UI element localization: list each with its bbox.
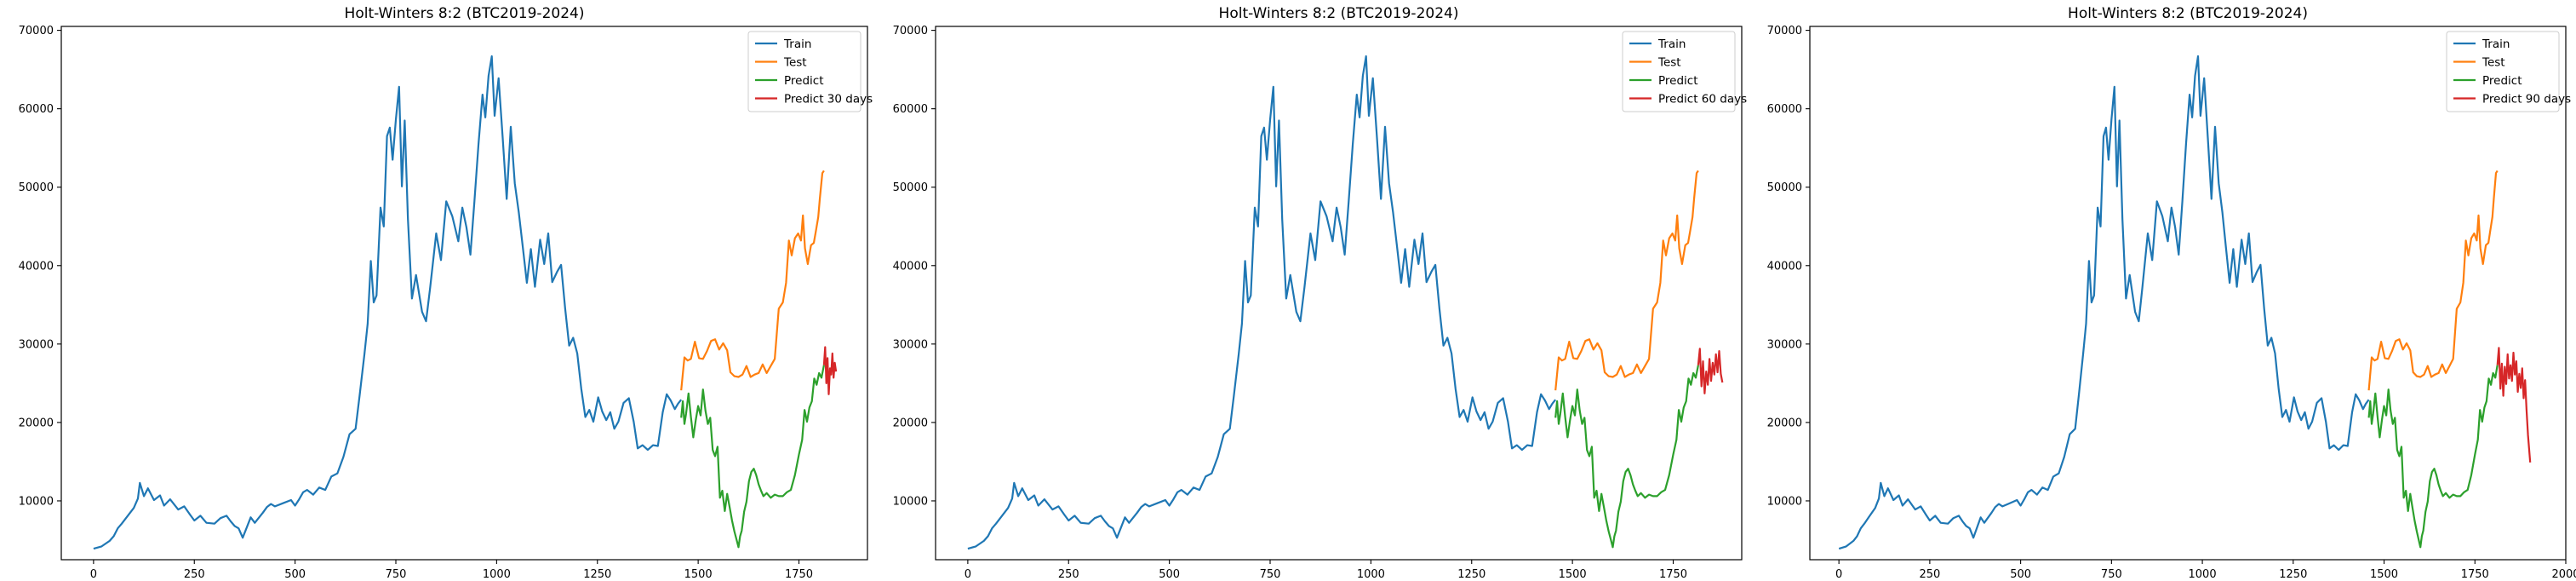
x-tick-label: 1500	[2370, 568, 2398, 581]
y-tick-label: 50000	[1767, 181, 1802, 194]
x-tick-label: 1250	[1457, 568, 1485, 581]
x-tick-label: 1750	[785, 568, 813, 581]
y-tick-label: 20000	[1767, 417, 1802, 429]
legend-label-predict-60-days: Predict 60 days	[1658, 93, 1747, 106]
x-tick-label: 1500	[684, 568, 713, 581]
x-tick-label: 250	[1058, 568, 1079, 581]
legend-label-predict-90-days: Predict 90 days	[2482, 93, 2571, 106]
series-line-test	[1554, 170, 1699, 391]
x-tick-label: 250	[184, 568, 205, 581]
legend-box	[747, 31, 862, 112]
x-tick-label: 0	[965, 568, 971, 581]
series-line-train	[1838, 55, 2370, 550]
y-tick-label: 50000	[19, 181, 54, 194]
x-tick-label: 1750	[2461, 568, 2489, 581]
y-tick-label: 70000	[1767, 25, 1802, 37]
x-tick-label: 1500	[1559, 568, 1587, 581]
series-line-test	[680, 170, 825, 391]
legend: Train Test Predict Predict 30 days	[747, 31, 873, 112]
plot-area	[1838, 55, 2532, 550]
x-tick-label: 0	[90, 568, 97, 581]
y-tick-label: 10000	[19, 495, 54, 508]
y-tick-label: 40000	[1767, 260, 1802, 273]
y-tick-label: 30000	[1767, 338, 1802, 351]
y-tick-label: 10000	[893, 495, 928, 508]
chart-panel-3: Holt-Winters 8:2 (BTC2019-2024) 0 250 500 75…	[1767, 5, 2576, 581]
chart-title: Holt-Winters 8:2 (BTC2019-2024)	[2068, 5, 2308, 22]
x-tick-label: 500	[284, 568, 306, 581]
y-tick-label: 30000	[19, 338, 54, 351]
x-tick-label: 2000	[2551, 568, 2576, 581]
legend-box	[1622, 31, 1736, 112]
y-tick-label: 60000	[893, 103, 928, 116]
series-line-train	[967, 55, 1557, 550]
series-line-predict-30-days	[822, 346, 838, 395]
legend-label-test: Test	[1657, 56, 1681, 70]
y-tick-label: 20000	[19, 417, 54, 429]
x-tick-label: 1000	[2189, 568, 2217, 581]
x-tick-label: 750	[1260, 568, 1281, 581]
y-tick-label: 60000	[1767, 103, 1802, 116]
legend-label-predict: Predict	[1658, 74, 1698, 88]
series-line-predict-60-days	[1697, 348, 1724, 394]
x-tick-label: 1000	[1357, 568, 1385, 581]
plot-area	[967, 55, 1724, 550]
legend-label-predict: Predict	[2482, 74, 2522, 88]
axes-frame	[60, 26, 868, 561]
chart-panels: Holt-Winters 8:2 (BTC2019-2024) 0 250 500 75…	[19, 5, 2576, 581]
chart-panel-2: Holt-Winters 8:2 (BTC2019-2024) 0 250 500 75…	[893, 5, 1747, 581]
legend-box	[2446, 31, 2560, 112]
x-tick-label: 750	[2101, 568, 2122, 581]
y-tick-label: 40000	[893, 260, 928, 273]
chart-title: Holt-Winters 8:2 (BTC2019-2024)	[345, 5, 585, 22]
series-line-train	[93, 55, 683, 550]
y-tick-label: 10000	[1767, 495, 1802, 508]
x-tick-label: 1000	[483, 568, 511, 581]
legend-label-train: Train	[2482, 37, 2510, 51]
y-tick-label: 30000	[893, 338, 928, 351]
axes-frame	[1809, 26, 2567, 561]
series-line-predict	[1554, 365, 1699, 549]
series-line-predict-90-days	[2496, 347, 2532, 463]
chart-title: Holt-Winters 8:2 (BTC2019-2024)	[1219, 5, 1459, 22]
legend-label-train: Train	[1657, 37, 1686, 51]
x-tick-label: 1250	[583, 568, 611, 581]
y-tick-label: 60000	[19, 103, 54, 116]
legend: Train Test Predict Predict 90 days	[2446, 31, 2571, 112]
y-tick-label: 50000	[893, 181, 928, 194]
x-tick-label: 1750	[1659, 568, 1687, 581]
x-tick-label: 750	[386, 568, 407, 581]
series-line-predict	[2367, 365, 2499, 549]
legend-label-predict: Predict	[784, 74, 824, 88]
x-tick-label: 1250	[2279, 568, 2307, 581]
y-tick-label: 20000	[893, 417, 928, 429]
x-tick-label: 250	[1919, 568, 1940, 581]
axes-frame	[935, 26, 1743, 561]
x-tick-label: 0	[1835, 568, 1842, 581]
legend-label-test: Test	[783, 56, 807, 70]
legend: Train Test Predict Predict 60 days	[1622, 31, 1747, 112]
legend-label-test: Test	[2482, 56, 2505, 70]
y-tick-label: 70000	[19, 25, 54, 37]
y-tick-label: 70000	[893, 25, 928, 37]
series-line-test	[2367, 170, 2499, 391]
legend-label-predict-30-days: Predict 30 days	[784, 93, 873, 106]
x-tick-label: 500	[1159, 568, 1180, 581]
series-line-predict	[680, 365, 825, 549]
legend-label-train: Train	[783, 37, 811, 51]
y-tick-label: 40000	[19, 260, 54, 273]
plot-area	[93, 55, 838, 550]
x-tick-label: 500	[2010, 568, 2031, 581]
chart-panel-1: Holt-Winters 8:2 (BTC2019-2024) 0 250 500 75…	[19, 5, 873, 581]
